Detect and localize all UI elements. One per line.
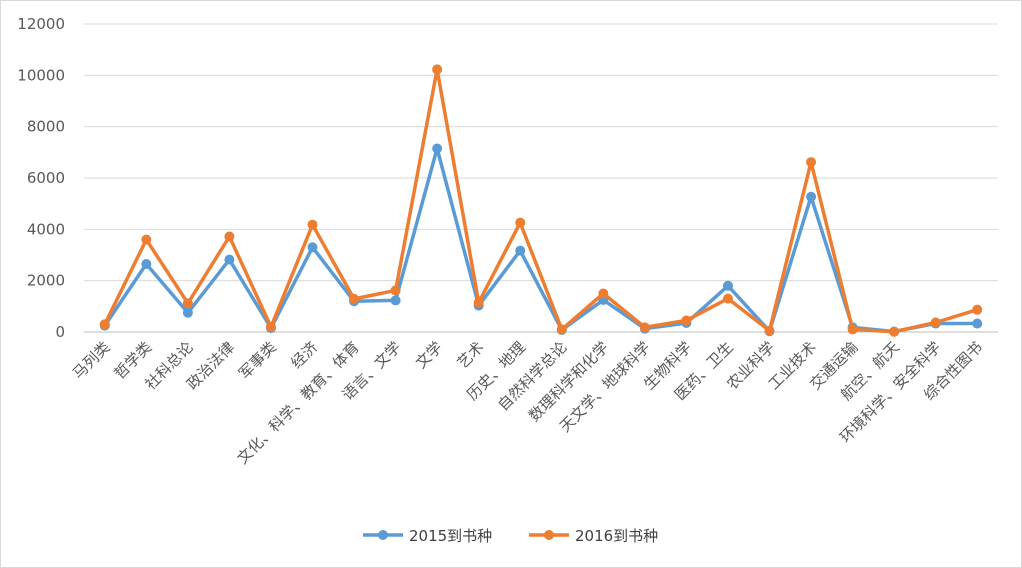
data-point — [99, 319, 110, 330]
y-tick-label: 8000 — [27, 118, 65, 136]
data-point — [515, 245, 526, 256]
data-point — [224, 231, 235, 242]
y-tick-label: 10000 — [17, 66, 65, 84]
data-point — [930, 317, 941, 328]
data-point — [473, 297, 484, 308]
legend-item: 2015到书种 — [363, 527, 492, 545]
x-category-label: 艺术 — [454, 338, 488, 372]
legend-label: 2015到书种 — [409, 527, 492, 545]
data-point — [141, 234, 152, 245]
data-point — [889, 326, 900, 337]
data-point — [432, 64, 443, 75]
data-point — [265, 321, 276, 332]
legend-item: 2016到书种 — [529, 527, 658, 545]
y-tick-label: 12000 — [17, 15, 65, 33]
data-point — [432, 143, 443, 154]
x-category-label: 经济 — [287, 338, 321, 372]
series-lines — [99, 64, 983, 337]
data-point — [806, 191, 817, 202]
x-category-label: 马列类 — [69, 338, 114, 383]
data-point — [639, 322, 650, 333]
data-point — [722, 280, 733, 291]
y-tick-label: 2000 — [27, 272, 65, 290]
series-line — [103, 67, 979, 334]
data-point — [141, 258, 152, 269]
series-line — [103, 146, 979, 334]
data-point — [515, 217, 526, 228]
data-point — [806, 157, 817, 168]
data-point — [598, 288, 609, 299]
data-point — [307, 219, 318, 230]
data-point — [182, 298, 193, 309]
legend-swatch-marker — [378, 530, 388, 540]
data-point — [224, 254, 235, 265]
y-axis-tick-labels: 0 2000 4000 6000 8000 10000 12000 — [17, 15, 65, 341]
x-category-label: 文学 — [412, 338, 446, 372]
legend-label: 2016到书种 — [575, 527, 658, 545]
data-point — [722, 293, 733, 304]
data-point — [556, 324, 567, 335]
legend-swatch-marker — [544, 530, 554, 540]
data-point — [681, 315, 692, 326]
data-point — [349, 293, 360, 304]
data-point — [847, 324, 858, 335]
gridlines — [84, 23, 998, 333]
data-point — [390, 285, 401, 296]
y-tick-label: 6000 — [27, 169, 65, 187]
data-point — [307, 242, 318, 253]
data-point — [972, 318, 983, 329]
series-2 — [99, 64, 983, 337]
x-category-label: 军事类 — [235, 338, 280, 383]
data-point — [182, 307, 193, 318]
y-tick-label: 4000 — [27, 220, 65, 238]
data-point — [972, 304, 983, 315]
data-point — [390, 295, 401, 306]
y-tick-label: 0 — [55, 323, 65, 341]
legend: 2015到书种 2016到书种 — [363, 527, 658, 545]
data-point — [764, 325, 775, 336]
